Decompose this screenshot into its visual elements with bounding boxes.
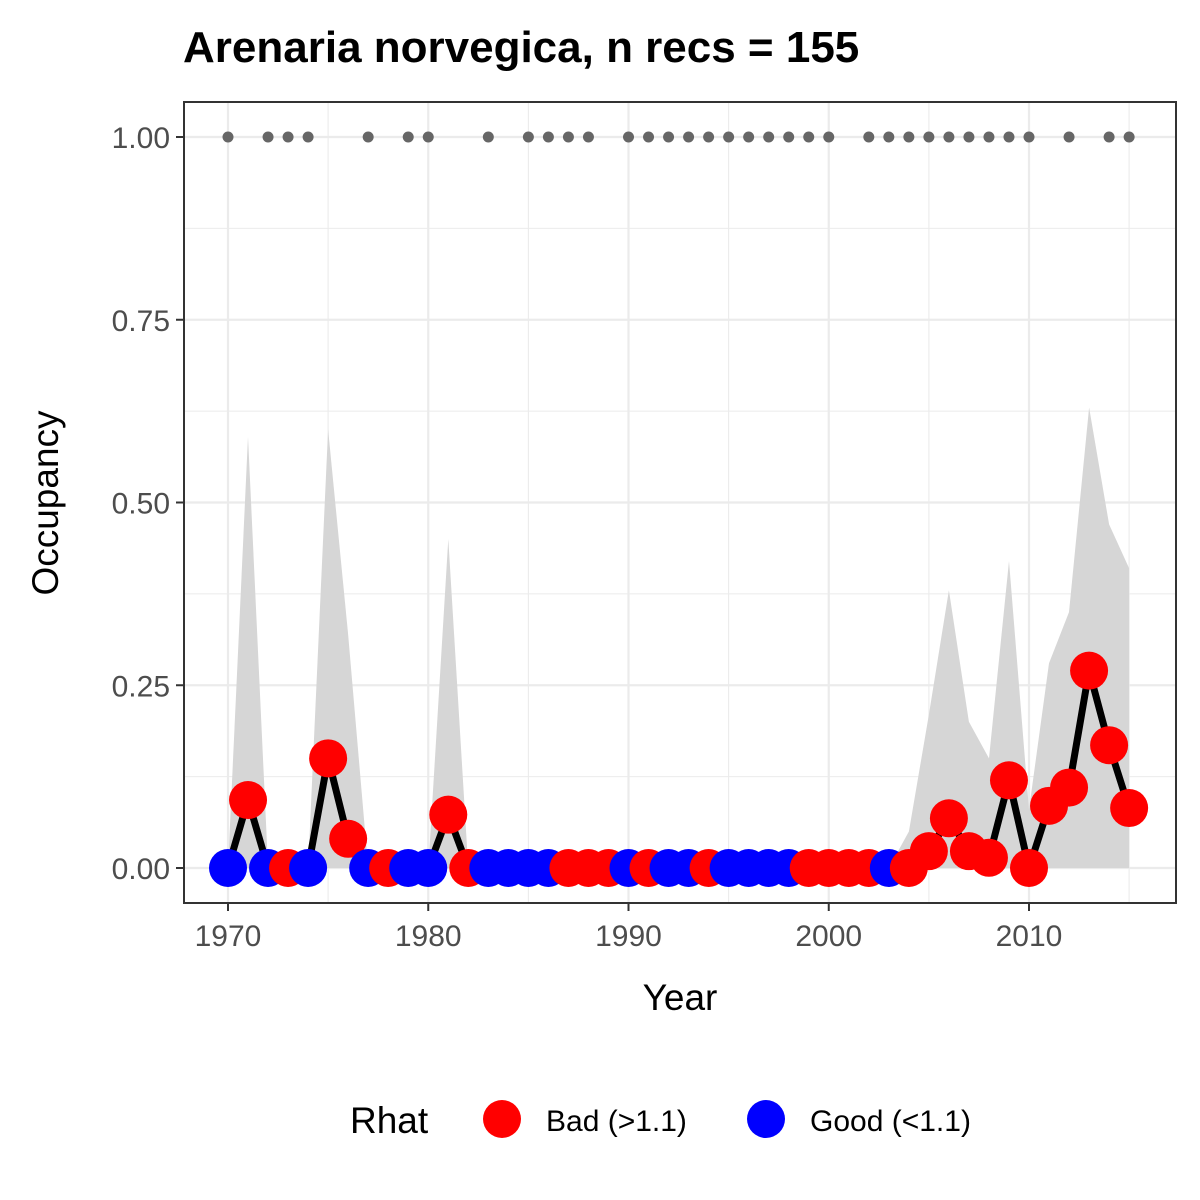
point-bad bbox=[1010, 849, 1048, 887]
ribbon-area bbox=[228, 407, 1130, 868]
record-dot bbox=[1003, 131, 1015, 143]
y-tick-label: 1.00 bbox=[112, 122, 170, 155]
record-dot bbox=[823, 131, 835, 143]
x-tick-label: 1980 bbox=[395, 920, 462, 953]
record-dot bbox=[743, 131, 755, 143]
point-bad bbox=[1110, 789, 1149, 828]
credible-interval-ribbon bbox=[228, 407, 1130, 868]
record-dot bbox=[1023, 131, 1035, 143]
point-good bbox=[209, 849, 247, 887]
legend-title: Rhat bbox=[350, 1100, 429, 1141]
point-bad bbox=[329, 819, 368, 858]
record-dot bbox=[262, 131, 274, 143]
chart-title: Arenaria norvegica, n recs = 155 bbox=[183, 23, 859, 72]
record-dot bbox=[1063, 131, 1075, 143]
record-dot bbox=[1103, 131, 1115, 143]
y-tick-label: 0.25 bbox=[112, 670, 170, 703]
record-dot bbox=[482, 131, 494, 143]
record-dot bbox=[783, 131, 795, 143]
record-dot bbox=[643, 131, 655, 143]
record-dot bbox=[402, 131, 414, 143]
point-good bbox=[409, 849, 448, 887]
point-bad bbox=[229, 781, 268, 820]
point-bad bbox=[989, 761, 1028, 800]
legend-key-good bbox=[747, 1100, 785, 1138]
record-dot bbox=[542, 131, 554, 143]
axes: 1970 1980 1990 2000 2010 0.00 0.25 0.50 0.75 1.00 bbox=[112, 122, 1063, 953]
record-dot bbox=[763, 131, 775, 143]
record-dot bbox=[362, 131, 374, 143]
record-dot bbox=[723, 131, 735, 143]
point-bad bbox=[1070, 651, 1109, 690]
record-dot bbox=[522, 131, 534, 143]
x-axis-title: Year bbox=[643, 977, 718, 1018]
point-bad bbox=[909, 832, 948, 871]
record-dot bbox=[963, 131, 975, 143]
record-dot bbox=[1123, 131, 1135, 143]
legend: Rhat Bad (>1.1) Good (<1.1) bbox=[350, 1100, 971, 1141]
record-dot bbox=[703, 131, 715, 143]
point-bad bbox=[429, 795, 468, 834]
record-dot bbox=[803, 131, 815, 143]
y-tick-label: 0.75 bbox=[112, 305, 170, 338]
x-tick-label: 1970 bbox=[195, 920, 262, 953]
record-dot bbox=[983, 131, 995, 143]
record-dot bbox=[623, 131, 634, 143]
record-dot bbox=[562, 131, 574, 143]
record-dot bbox=[302, 131, 314, 143]
record-dot bbox=[883, 131, 895, 143]
x-tick-label: 2000 bbox=[795, 920, 862, 953]
legend-label-good: Good (<1.1) bbox=[810, 1105, 971, 1138]
point-bad bbox=[309, 739, 348, 778]
x-tick-label: 2010 bbox=[996, 920, 1063, 953]
record-dot bbox=[903, 131, 915, 143]
record-dot bbox=[582, 131, 594, 143]
point-good bbox=[289, 849, 328, 887]
record-dot bbox=[923, 131, 935, 143]
legend-key-bad bbox=[483, 1100, 521, 1138]
y-tick-label: 0.50 bbox=[112, 488, 170, 521]
point-bad bbox=[929, 799, 968, 838]
point-bad bbox=[1050, 768, 1089, 807]
y-tick-label: 0.00 bbox=[112, 853, 170, 886]
record-dots bbox=[222, 131, 1135, 143]
legend-label-bad: Bad (>1.1) bbox=[546, 1105, 687, 1138]
record-dot bbox=[663, 131, 675, 143]
point-bad bbox=[969, 838, 1008, 877]
occupancy-points bbox=[209, 651, 1149, 887]
x-tick-label: 1990 bbox=[595, 920, 662, 953]
record-dot bbox=[863, 131, 875, 143]
record-dot bbox=[422, 131, 434, 143]
record-dot bbox=[943, 131, 955, 143]
point-bad bbox=[1090, 726, 1129, 765]
record-dot bbox=[282, 131, 294, 143]
record-dot bbox=[683, 131, 695, 143]
y-axis-title: Occupancy bbox=[25, 410, 66, 596]
record-dot bbox=[222, 131, 234, 143]
